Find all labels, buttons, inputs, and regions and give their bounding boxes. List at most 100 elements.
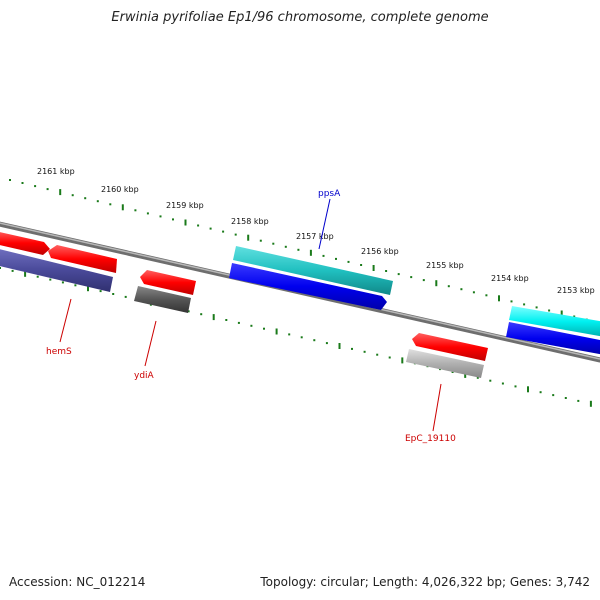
reverse-strand-genes — [0, 248, 600, 378]
inner-ring-minor-tick — [99, 290, 102, 293]
accession-text: Accession: NC_012214 — [9, 575, 146, 589]
gene-cyan-right-edge[interactable] — [509, 306, 600, 337]
tick-label-2159: 2159 kbp — [166, 201, 204, 210]
outer-ring-minor-tick — [535, 306, 538, 309]
gene-arrow-red-left-2[interactable] — [48, 245, 117, 273]
gene-blue-right-edge[interactable] — [506, 322, 600, 355]
inner-ring-minor-tick — [187, 310, 190, 313]
inner-ring-minor-tick — [363, 350, 366, 353]
inner-ring-minor-tick — [351, 347, 353, 350]
genome-summary-text: Topology: circular; Length: 4,026,322 bp… — [260, 575, 590, 589]
outer-ring-minor-tick — [410, 276, 413, 279]
gene-labels: ppsA hemS ydiA EpC_19110 — [46, 189, 456, 444]
outer-ring-minor-tick — [548, 309, 551, 312]
outer-ring-minor-tick — [397, 273, 400, 276]
inner-ring-minor-tick — [325, 342, 328, 345]
inner-ring-minor-tick — [552, 394, 555, 397]
outer-ring-minor-tick — [197, 224, 200, 227]
tick-label-2154: 2154 kbp — [491, 274, 529, 283]
outer-ring-minor-tick — [234, 233, 237, 236]
inner-ring-minor-tick — [49, 278, 52, 281]
outer-ring-minor-tick — [510, 300, 513, 303]
inner-tick-ring — [0, 267, 592, 407]
outer-ring-minor-tick — [472, 291, 475, 294]
inner-ring-major-tick — [338, 343, 341, 349]
outer-ring-major-tick — [560, 310, 563, 317]
tick-label-2157: 2157 kbp — [296, 232, 334, 241]
label-ppsA[interactable]: ppsA — [318, 189, 341, 199]
inner-ring-minor-tick — [300, 336, 303, 339]
leader-hemS — [59, 298, 72, 343]
outer-ring-major-tick — [184, 219, 187, 226]
inner-ring-minor-tick — [539, 391, 542, 394]
outer-ring-minor-tick — [159, 215, 162, 218]
outer-ring-major-tick — [59, 189, 62, 196]
inner-ring-minor-tick — [124, 295, 127, 298]
outer-ring-minor-tick — [360, 264, 363, 266]
inner-ring-minor-tick — [36, 275, 39, 278]
inner-ring-minor-tick — [263, 327, 265, 330]
outer-ring-major-tick — [247, 234, 250, 241]
gene-arrow-red-right[interactable] — [412, 333, 488, 361]
inner-ring-minor-tick — [250, 324, 253, 327]
tick-label-2160: 2160 kbp — [101, 185, 139, 194]
gene-arrow-red-ydiA-partner[interactable] — [140, 270, 196, 295]
label-ydiA[interactable]: ydiA — [134, 371, 155, 381]
inner-ring-minor-tick — [288, 333, 291, 336]
inner-ring-minor-tick — [11, 269, 14, 272]
gene-hemS[interactable] — [0, 248, 113, 292]
outer-ring-minor-tick — [523, 303, 526, 306]
outer-ring-minor-tick — [146, 212, 149, 215]
label-EpC_19110[interactable]: EpC_19110 — [405, 434, 456, 444]
outer-ring-minor-tick — [84, 197, 87, 200]
outer-ring-minor-tick — [573, 315, 576, 318]
outer-ring-minor-tick — [46, 188, 49, 191]
tick-label-2153: 2153 kbp — [557, 286, 595, 295]
outer-ring-minor-tick — [284, 245, 287, 248]
inner-ring-minor-tick — [313, 339, 316, 342]
gene-EpC_19110[interactable] — [406, 349, 484, 378]
outer-ring-minor-tick — [209, 227, 212, 230]
gene-ppsA[interactable] — [233, 246, 393, 295]
inner-ring-minor-tick — [225, 319, 228, 321]
tick-label-2158: 2158 kbp — [231, 217, 269, 226]
inner-ring-minor-tick — [0, 267, 1, 269]
outer-ring-minor-tick — [297, 248, 300, 251]
outer-ring-major-tick — [121, 204, 124, 211]
leader-ppsA — [318, 198, 331, 250]
inner-ring-minor-tick — [564, 397, 567, 399]
gene-blue-main[interactable] — [229, 263, 387, 310]
inner-ring-major-tick — [401, 357, 404, 364]
outer-ring-minor-tick — [322, 254, 325, 257]
inner-ring-minor-tick — [489, 379, 492, 382]
leader-EpC_19110 — [432, 383, 442, 432]
inner-ring-minor-tick — [200, 313, 203, 316]
tick-label-2156: 2156 kbp — [361, 247, 399, 256]
outer-ring-minor-tick — [222, 230, 225, 233]
scale-labels: 2161 kbp 2160 kbp 2159 kbp 2158 kbp 2157… — [37, 167, 595, 295]
inner-ring-minor-tick — [577, 399, 580, 402]
inner-ring-major-tick — [24, 270, 27, 277]
inner-ring-major-tick — [589, 400, 592, 407]
gene-ydiA[interactable] — [134, 286, 191, 313]
inner-ring-major-tick — [527, 386, 529, 393]
inner-ring-minor-tick — [451, 371, 454, 373]
outer-ring-minor-tick — [172, 218, 174, 221]
outer-ring-minor-tick — [96, 200, 99, 203]
label-hemS[interactable]: hemS — [46, 347, 72, 357]
map-title: Erwinia pyrifoliae Ep1/96 chromosome, co… — [111, 10, 489, 25]
inner-ring-major-tick — [275, 328, 278, 335]
inner-ring-major-tick — [464, 371, 467, 378]
outer-ring-minor-tick — [485, 294, 488, 297]
outer-ring-minor-tick — [335, 257, 337, 260]
inner-ring-minor-tick — [112, 293, 115, 295]
outer-ring-minor-tick — [21, 182, 24, 184]
gene-arrow-red-left-1[interactable] — [0, 231, 50, 255]
tick-label-2155: 2155 kbp — [426, 261, 464, 270]
outer-ring-minor-tick — [259, 239, 262, 242]
outer-ring-major-tick — [435, 280, 438, 287]
outer-ring-minor-tick — [385, 270, 388, 272]
inner-ring-major-tick — [212, 314, 215, 321]
tick-label-2161: 2161 kbp — [37, 167, 75, 176]
